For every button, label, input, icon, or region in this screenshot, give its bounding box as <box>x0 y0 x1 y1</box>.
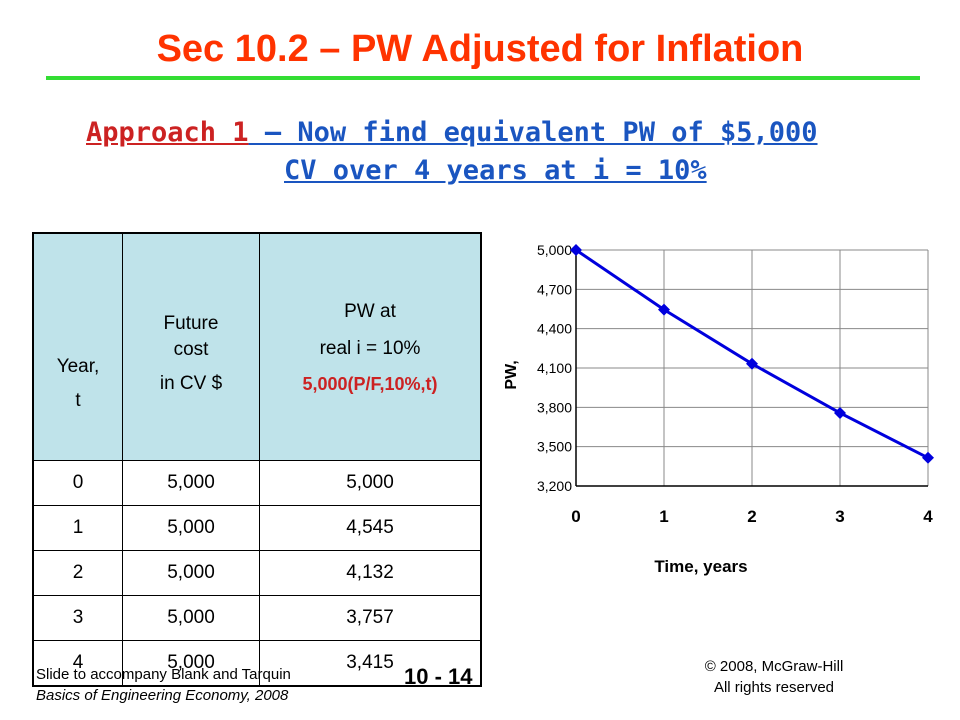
table-row: 4 5,000 3,415 <box>32 640 482 687</box>
table-header-row: Year, t Future cost in CV $ PW at real i… <box>32 232 482 461</box>
y-tick-label: 4,700 <box>537 281 572 297</box>
footer-right-l1: © 2008, McGraw-Hill <box>704 658 844 675</box>
table-row: 3 5,000 3,757 <box>32 595 482 641</box>
cell-year: 0 <box>32 460 123 506</box>
x-tick-label: 3 <box>835 507 844 526</box>
cell-cost: 5,000 <box>122 595 260 641</box>
header-year-l1: Year, <box>56 356 100 377</box>
header-cost-l2: cost <box>173 339 209 360</box>
pw-table: Year, t Future cost in CV $ PW at real i… <box>32 232 482 687</box>
cell-year: 4 <box>32 640 123 687</box>
header-pw-l1: PW at <box>344 301 396 322</box>
cell-year: 2 <box>32 550 123 596</box>
header-cost-l1: Future <box>163 313 219 334</box>
y-tick-label: 3,800 <box>537 399 572 415</box>
pw-line-chart: 3,200 3,500 3,800 4,100 4,400 4,700 5,000 0 1 2 3 4… <box>503 242 934 576</box>
data-point <box>922 451 934 464</box>
y-tick-label: 3,500 <box>537 439 572 455</box>
cell-pw: 4,132 <box>259 550 482 596</box>
y-tick-label: 4,100 <box>537 360 572 376</box>
x-axis-label: Time, years <box>654 557 747 576</box>
data-point <box>570 244 582 256</box>
cell-cost: 5,000 <box>122 640 260 687</box>
cell-pw: 3,757 <box>259 595 482 641</box>
approach-line-2: CV over 4 years at i = 10% <box>284 152 707 190</box>
y-tick-label: 4,400 <box>537 321 572 337</box>
data-point <box>746 357 758 370</box>
table-row: 1 5,000 4,545 <box>32 505 482 551</box>
approach-label: Approach 1 <box>86 117 249 148</box>
x-tick-label: 4 <box>923 507 933 526</box>
x-tick-label: 2 <box>747 507 756 526</box>
approach-text-2: CV over 4 years at i = 10% <box>284 155 707 186</box>
y-axis-label: PW, <box>503 360 520 389</box>
data-point <box>658 303 670 316</box>
header-cost-l3: in CV $ <box>159 373 223 394</box>
cell-year: 3 <box>32 595 123 641</box>
header-cost: Future cost in CV $ <box>122 232 260 461</box>
footer-left-l1: Slide to accompany Blank and Tarquin <box>36 666 291 683</box>
x-tick-label: 0 <box>571 507 580 526</box>
slide-number: 10 - 14 <box>404 664 473 689</box>
title-underline <box>46 76 920 80</box>
table-row: 2 5,000 4,132 <box>32 550 482 596</box>
footer-left: Slide to accompany Blank and Tarquin Bas… <box>36 664 291 706</box>
cell-pw: 5,000 <box>259 460 482 506</box>
y-tick-label: 3,200 <box>537 478 572 494</box>
cell-pw: 3,415 <box>259 640 482 687</box>
header-pw: PW at real i = 10% 5,000(P/F,10%,t) <box>259 232 482 461</box>
x-tick-label: 1 <box>659 507 668 526</box>
footer-right: © 2008, McGraw-Hill All rights reserved <box>664 656 884 698</box>
header-pw-l3: 5,000(P/F,10%,t) <box>302 374 438 394</box>
approach-line-1: Approach 1 – Now find equivalent PW of $… <box>86 114 818 152</box>
header-year: Year, t <box>32 232 123 461</box>
cell-cost: 5,000 <box>122 460 260 506</box>
footer-left-l2: Basics of Engineering Economy, 2008 <box>36 687 289 704</box>
y-tick-label: 5,000 <box>537 242 572 258</box>
slide-title: Sec 10.2 – PW Adjusted for Inflation <box>156 28 804 70</box>
header-pw-l2: real i = 10% <box>319 338 421 359</box>
header-year-l2: t <box>75 390 81 411</box>
cell-pw: 4,545 <box>259 505 482 551</box>
cell-year: 1 <box>32 505 123 551</box>
data-point <box>834 406 846 419</box>
table-row: 0 5,000 5,000 <box>32 460 482 506</box>
footer-right-l2: All rights reserved <box>713 679 835 696</box>
cell-cost: 5,000 <box>122 505 260 551</box>
cell-cost: 5,000 <box>122 550 260 596</box>
approach-text-1: – Now find equivalent PW of $5,000 <box>248 117 818 148</box>
